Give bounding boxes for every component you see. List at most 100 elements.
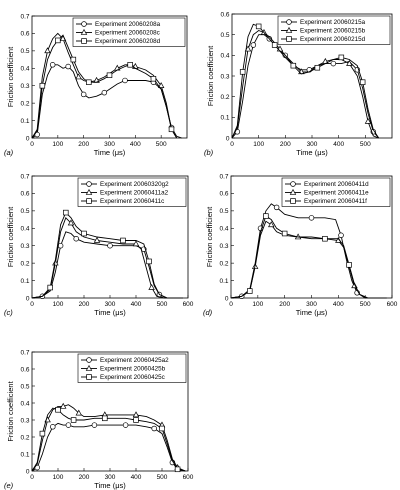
y-tick-label: 0.4: [20, 226, 29, 233]
y-tick-label: 0: [225, 295, 229, 302]
data-point-marker: [281, 230, 288, 237]
y-tick-label: 0: [26, 295, 30, 302]
x-tick-label: 500: [157, 474, 168, 481]
y-tick-label: 0.6: [20, 366, 29, 373]
data-point-marker: [168, 126, 175, 133]
y-tick-label: 0.6: [20, 31, 29, 38]
legend: Experiment 20060215a Experiment 20060215b…: [277, 15, 391, 45]
series-2: [230, 220, 387, 299]
y-tick-label: 0.7: [20, 349, 29, 356]
y-tick-label: 0.2: [20, 260, 29, 267]
data-point-marker: [314, 64, 321, 71]
chart-panel-a: 0 100 200 300 400 500 0 0.1 0.2 0.3 0.4 0.5 0.6 0.7 Ti…: [4, 13, 188, 157]
data-point-marker: [63, 209, 69, 216]
y-axis-label: Friction coefficient: [6, 206, 15, 267]
legend-marker: [86, 198, 92, 204]
data-point-marker: [93, 236, 101, 243]
y-tick-label: 0.2: [20, 100, 29, 107]
legend-marker: [86, 374, 92, 380]
data-point-marker: [59, 402, 67, 409]
legend-marker: [285, 26, 293, 33]
x-tick-label: 300: [307, 141, 318, 148]
x-tick-label: 200: [79, 474, 90, 481]
data-point-marker: [146, 258, 152, 265]
data-point-marker: [44, 47, 51, 54]
x-axis-label: Time (μs): [94, 481, 126, 490]
legend-marker: [290, 181, 296, 187]
series-1: [31, 422, 186, 472]
data-point-marker: [150, 75, 157, 82]
x-tick-label: 400: [333, 141, 344, 148]
y-tick-label: 0.2: [20, 434, 29, 441]
data-point-marker: [55, 37, 61, 44]
legend-entry-label: Experiment 20060208a: [95, 21, 161, 28]
legend-entry-label: Experiment 20060208c: [95, 30, 160, 37]
legend-marker: [85, 364, 93, 371]
series-line: [31, 216, 183, 299]
x-tick-label: 600: [183, 474, 194, 481]
x-tick-label: 500: [360, 301, 371, 308]
series-2: [31, 32, 178, 139]
data-point-marker: [132, 411, 140, 418]
y-axis-label: Friction coefficient: [6, 46, 15, 107]
data-point-marker: [101, 89, 108, 96]
y-tick-label: 0.5: [219, 208, 228, 215]
data-point-marker: [271, 42, 278, 48]
data-point-marker: [70, 56, 77, 63]
data-point-marker: [122, 77, 128, 84]
x-tick-label: 0: [30, 141, 34, 148]
data-point-marker: [273, 204, 280, 211]
data-point-marker: [65, 63, 71, 70]
data-point-marker: [91, 422, 98, 428]
series-line: [31, 34, 178, 139]
data-point-marker: [70, 417, 77, 423]
chart-panel-c: 0 100 200 300 400 500 600 0 0.1 0.2 0.3 0.4 0.5 0.6 0.…: [4, 173, 194, 317]
series-line: [231, 29, 379, 139]
data-point-marker: [133, 417, 139, 423]
data-point-marker: [268, 221, 275, 228]
series-3: [31, 407, 186, 473]
data-point-marker: [75, 409, 83, 416]
y-tick-label: 0: [26, 468, 30, 475]
data-point-marker: [102, 415, 108, 422]
x-tick-label: 100: [252, 301, 263, 308]
data-point-marker: [120, 237, 126, 244]
series-line: [31, 231, 183, 299]
data-point-marker: [106, 72, 113, 79]
legend: Experiment 20060411d Experiment 20060411e…: [281, 177, 391, 207]
series-line: [31, 32, 178, 139]
series-line: [231, 23, 380, 139]
data-point-marker: [80, 91, 87, 98]
panel-label: (c): [4, 308, 13, 317]
chart-panel-e: 0 100 200 300 400 500 600 0 0.1 0.2 0.3 0.4 0.5 0.6 0.…: [4, 349, 194, 490]
series-3: [31, 209, 183, 299]
x-tick-label: 300: [306, 301, 317, 308]
y-tick-label: 0.7: [20, 13, 29, 20]
legend-marker: [286, 36, 292, 42]
legend-entry-label: Experiment 20060215a: [300, 19, 366, 26]
x-axis-label: Time (μs): [94, 308, 126, 317]
data-point-marker: [244, 45, 252, 52]
legend-entry-label: Experiment 20060411d: [304, 181, 369, 188]
panel-label: (d): [203, 308, 213, 317]
series-1: [230, 203, 387, 300]
x-tick-label: 400: [130, 141, 141, 148]
y-tick-label: 0.7: [219, 173, 228, 180]
data-point-marker: [81, 230, 87, 237]
x-tick-label: 500: [360, 141, 371, 148]
x-tick-label: 300: [105, 301, 116, 308]
data-point-marker: [174, 466, 181, 473]
x-axis-label: Time (μs): [296, 148, 328, 157]
legend-marker: [290, 198, 296, 204]
data-point-marker: [364, 117, 372, 124]
x-tick-label: 200: [279, 301, 290, 308]
legend: Experiment 20060208a Experiment 20060208c…: [72, 17, 186, 47]
x-tick-label: 100: [253, 141, 264, 148]
series-3: [230, 213, 387, 299]
series-line: [31, 422, 186, 472]
series-line: [31, 407, 186, 472]
x-tick-label: 600: [387, 301, 398, 308]
legend-entry-label: Experiment 20060425a2: [100, 357, 169, 364]
y-axis-label: Friction coefficient: [6, 380, 15, 441]
